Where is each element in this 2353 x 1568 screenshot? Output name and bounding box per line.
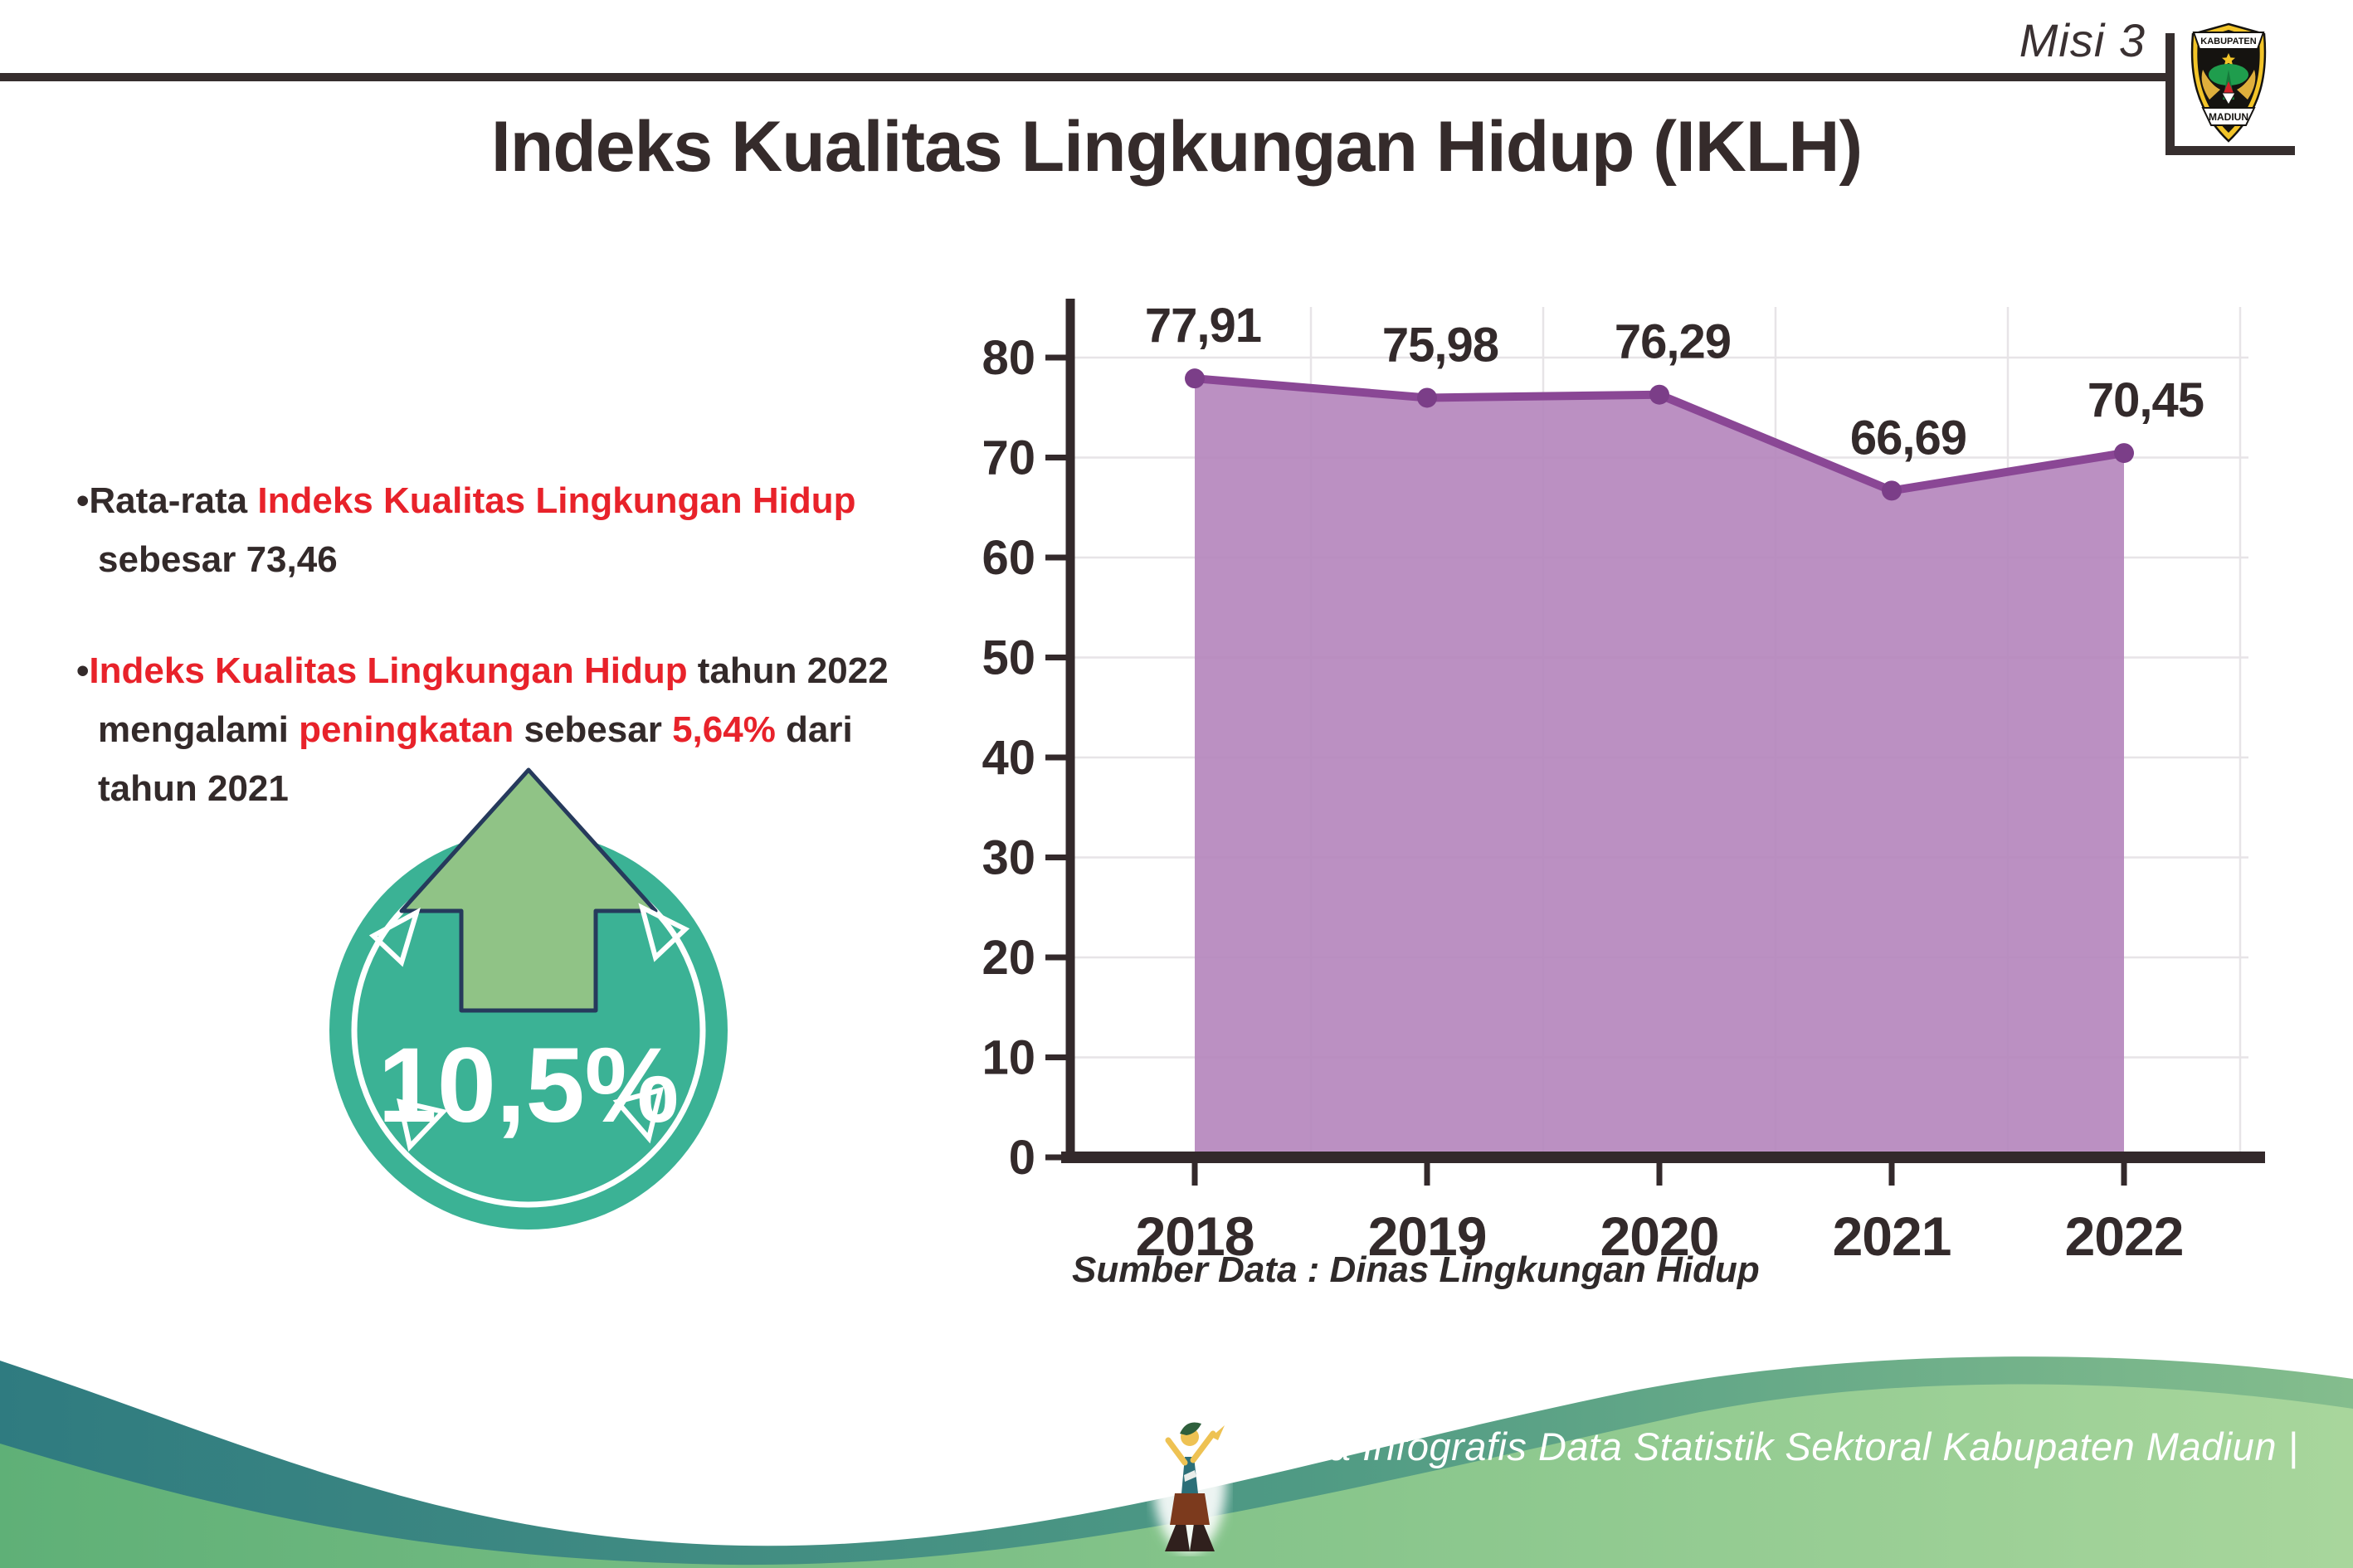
y-tick-label: 0 [1009,1131,1035,1185]
footer-wave [0,1356,2353,1568]
bullet-average-iklh: •Rata-rata Indeks Kualitas Lingkungan Hi… [76,471,944,590]
logo-frame-horizontal [2165,146,2295,155]
data-point [1882,480,1902,501]
summary-bullets: •Rata-rata Indeks Kualitas Lingkungan Hi… [76,471,944,869]
value-label: 70,45 [2087,373,2204,427]
year-label: 2018 [1136,1205,1254,1267]
year-label: 2020 [1600,1205,1719,1267]
text-segment: peningkatan [299,709,514,750]
footer-caption: Media Infografis Data Statistik Sektoral… [1243,1424,2299,1468]
text-segment: tahun 2021 [98,768,289,810]
data-point [1185,368,1205,389]
kabupaten-madiun-logo-icon: KABUPATEN MADIUN [2190,22,2267,143]
y-tick-label: 60 [982,531,1035,585]
value-label: 76,29 [1615,315,1731,369]
header-rule [0,73,2167,81]
text-segment: Indeks Kualitas Lingkungan Hidup [257,480,856,521]
value-label: 66,69 [1850,411,1966,465]
data-point [1417,387,1437,408]
iklh-area-chart: 0 10 20 30 40 50 60 70 80 2018 2019 2020 2021 2022 77,… [982,299,2265,1267]
value-label: 77,91 [1145,299,1261,353]
area-fill [1195,378,2124,1157]
increase-badge: 10,5% [329,767,728,1230]
y-tick-label: 40 [982,731,1035,785]
text-segment: dari [775,709,853,750]
y-tick-label: 50 [982,631,1035,685]
text-segment: sebesar [514,709,673,750]
logo-bottom-text: MADIUN [2209,111,2248,123]
data-point [1649,384,1669,405]
year-label: 2021 [1833,1205,1951,1267]
y-tick-label: 30 [982,831,1035,885]
footer-wave-front [0,1384,2353,1568]
spark-triangle-se [612,1086,665,1144]
bullet-increase-2022: •Indeks Kualitas Lingkungan Hidup tahun … [76,641,944,819]
badge-value: 10,5% [378,1026,680,1145]
text-segment: sebesar 73,46 [98,539,338,581]
y-tick-label: 20 [982,931,1035,985]
y-tick-label: 70 [982,431,1035,485]
y-tick-label: 80 [982,331,1035,385]
data-point [2114,443,2134,464]
logo-top-text: KABUPATEN [2200,37,2256,46]
value-label: 75,98 [1382,318,1498,372]
source-note: Sumber Data : Dinas Lingkungan Hidup [1072,1249,1760,1290]
misi-label: Misi 3 [2019,14,2146,66]
spark-triangle-nw [368,907,421,967]
text-segment: mengalami [98,709,300,750]
year-label: 2022 [2065,1205,2184,1267]
text-segment: tahun 2022 [687,650,889,691]
spark-triangle-ne [638,903,690,962]
spark-triangle-sw [397,1098,448,1152]
dancer-mascot-icon [1153,1410,1226,1553]
logo-frame-vertical [2165,33,2175,155]
y-tick-label: 10 [982,1031,1035,1085]
text-segment: 5,64% [672,709,776,750]
year-label: 2019 [1368,1205,1487,1267]
text-segment: •Rata-rata [76,480,258,521]
text-segment: Indeks Kualitas Lingkungan Hidup [89,650,688,691]
page-title: Indeks Kualitas Lingkungan Hidup (IKLH) [490,107,1863,187]
text-segment: • [76,650,90,691]
